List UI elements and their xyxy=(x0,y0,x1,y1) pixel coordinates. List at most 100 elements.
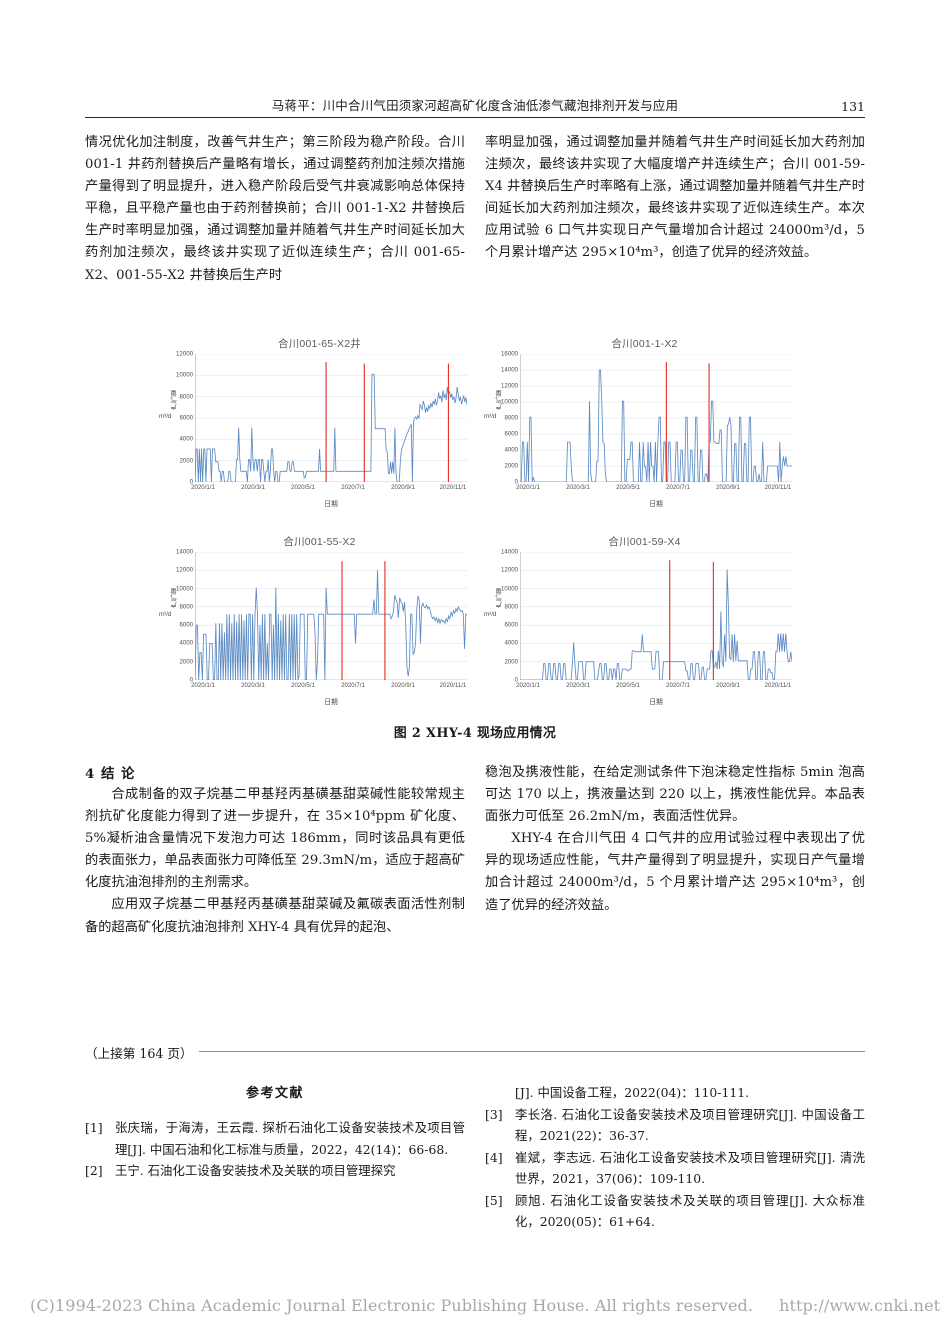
y-tick-label: 0 xyxy=(514,478,518,486)
x-tick-label: 2020/1/1 xyxy=(191,682,215,689)
chart-3: 合川001-55-X2 产气量 m³/d 0 2000 4000 6000 8000 10000… xyxy=(157,528,482,724)
y-axis-label: 产气量 m³/d xyxy=(159,390,178,421)
running-head: 马蒋平：川中合川气田须家河超高矿化度含油低渗气藏泡排剂开发与应用 131 xyxy=(85,88,865,114)
reference-number: [2] xyxy=(85,1163,103,1178)
body-top-columns: 情况优化加注制度，改善气井生产；第三阶段为稳产阶段。合川 001-1 井药剂替换… xyxy=(85,132,865,287)
y-axis-label: 产气量 m³/d xyxy=(484,390,503,421)
reference-item: [2] 王宁. 石油化工设备安装技术及关联的项目管理探究 xyxy=(85,1160,465,1182)
x-tick-label: 2020/1/1 xyxy=(191,484,215,491)
chart-title: 合川001-65-X2井 xyxy=(278,338,361,350)
running-head-title: 马蒋平：川中合川气田须家河超高矿化度含油低渗气藏泡排剂开发与应用 xyxy=(271,98,679,113)
copyright-text: (C)1994-2023 China Academic Journal Elec… xyxy=(30,1296,754,1315)
plot-area xyxy=(520,354,792,482)
x-tick-label: 2020/5/1 xyxy=(616,682,640,689)
x-tick-label: 2020/11/1 xyxy=(439,682,467,689)
figure-2: 合川001-65-X2井产气量 m³/d 0 2000 4000 6000 8000 1000… xyxy=(85,330,865,750)
paragraph-top-right: 率明显加强，通过调整加量并随着气井生产时间延长加大药剂加注频次，最终该井实现了大… xyxy=(485,135,865,261)
y-axis-label: 产气量 m³/d xyxy=(484,588,503,619)
x-tick-label: 2020/3/1 xyxy=(241,682,265,689)
y-axis-ticks: 0 2000 4000 6000 8000 10000 12000 xyxy=(157,350,193,486)
x-axis-label: 日期 xyxy=(324,699,338,706)
y-tick-label: 0 xyxy=(189,676,193,684)
reference-number: [4] xyxy=(485,1149,503,1165)
reference-number: [5] xyxy=(485,1192,503,1208)
paragraph-top-left: 情况优化加注制度，改善气井生产；第三阶段为稳产阶段。合川 001-1 井药剂替换… xyxy=(85,135,465,283)
x-tick-label: 2020/5/1 xyxy=(291,484,315,491)
x-tick-label: 2020/1/1 xyxy=(516,682,540,689)
paragraph-conclusion-right-2: XHY-4 在合川气田 4 口气井的应用试验过程中表现出了优异的现场适应性能，气… xyxy=(485,831,865,913)
body-lower-right-column: 稳泡及携液性能，在给定测试条件下泡沫稳定性指标 5min 泡高可达 170 以上… xyxy=(485,762,865,939)
x-tick-label: 2020/11/1 xyxy=(439,484,467,491)
continued-from-note: （上接第 164 页） xyxy=(85,1043,865,1062)
y-tick-label: 2000 xyxy=(504,658,518,666)
section-heading-conclusion: 4 结 论 xyxy=(85,766,136,782)
x-axis-label: 日期 xyxy=(649,699,663,706)
x-tick-label: 2020/3/1 xyxy=(566,484,590,491)
y-tick-label: 6000 xyxy=(179,621,193,629)
chart-title: 合川001-1-X2 xyxy=(611,338,678,350)
chart-4: 合川001-59-X4 产气量 m³/d 0 2000 4000 6000 8000 10000… xyxy=(482,528,807,724)
x-tick-label: 2020/7/1 xyxy=(341,484,365,491)
data-series-line xyxy=(520,369,792,482)
reference-text: 顾旭. 石油化工设备安装技术及关联的项目管理[J]. 大众标准化，2020(05… xyxy=(515,1192,865,1230)
y-axis-ticks: 0 2000 4000 6000 8000 10000 12000 14000 xyxy=(157,548,193,684)
plot-area xyxy=(195,354,467,482)
x-tick-label: 2020/9/1 xyxy=(716,484,740,491)
x-tick-label: 2020/3/1 xyxy=(241,484,265,491)
y-tick-label: 14000 xyxy=(176,548,193,556)
reference-continuation: [J]. 中国设备工程，2022(04)：110-111. xyxy=(515,1085,750,1100)
paragraph-conclusion-left-2: 应用双子烷基二甲基羟丙基磺基甜菜碱及氟碳表面活性剂制备的超高矿化度抗油泡排剂 X… xyxy=(85,897,465,935)
body-top-left-column: 情况优化加注制度，改善气井生产；第三阶段为稳产阶段。合川 001-1 井药剂替换… xyxy=(85,132,465,287)
x-tick-label: 2020/9/1 xyxy=(391,682,415,689)
reference-number: [1] xyxy=(85,1120,103,1135)
reference-text: 崔斌，李志远. 石油化工设备安装技术及项目管理研究[J]. 清洗世界，2021，… xyxy=(515,1149,865,1187)
references-right-list: [3] 李长洛. 石油化工设备安装技术及项目管理研究[J]. 中国设备工程，202… xyxy=(485,1104,865,1233)
reference-item: [4] 崔斌，李志远. 石油化工设备安装技术及项目管理研究[J]. 清洗世界，20… xyxy=(485,1147,865,1190)
reference-text: 王宁. 石油化工设备安装技术及关联的项目管理探究 xyxy=(115,1163,396,1178)
charts-grid: 合川001-65-X2井产气量 m³/d 0 2000 4000 6000 8000 1000… xyxy=(85,330,865,724)
y-tick-label: 8000 xyxy=(179,603,193,611)
y-tick-label: 8000 xyxy=(504,414,518,422)
paragraph-conclusion-right-1: 稳泡及携液性能，在给定测试条件下泡沫稳定性指标 5min 泡高可达 170 以上… xyxy=(485,765,865,825)
y-tick-label: 4000 xyxy=(504,639,518,647)
y-tick-label: 6000 xyxy=(504,430,518,438)
continued-from-rule xyxy=(198,1051,865,1052)
x-tick-label: 2020/3/1 xyxy=(566,682,590,689)
continued-from-label: （上接第 164 页） xyxy=(85,1046,193,1061)
references-heading: 参考文献 xyxy=(245,1086,304,1101)
y-axis-ticks: 0 2000 4000 6000 8000 10000 12000 14000 16000 xyxy=(482,350,518,486)
references-right-column: [J]. 中国设备工程，2022(04)：110-111. [3] 李长洛. 石油… xyxy=(485,1082,865,1233)
y-axis-ticks: 0 2000 4000 6000 8000 10000 12000 14000 xyxy=(482,549,518,684)
y-tick-label: 14000 xyxy=(501,366,518,374)
figure-caption: 图 2 XHY-4 现场应用情况 xyxy=(393,726,557,741)
x-tick-label: 2020/9/1 xyxy=(716,682,740,689)
cnki-url[interactable]: http://www.cnki.net xyxy=(779,1296,941,1315)
reference-item: [1] 张庆瑞，于海涛，王云霞. 探析石油化工设备安装技术及项目管理[J]. 中国… xyxy=(85,1117,465,1160)
reference-item: [3] 李长洛. 石油化工设备安装技术及项目管理研究[J]. 中国设备工程，202… xyxy=(485,1104,865,1147)
chart-title: 合川001-59-X4 xyxy=(608,536,681,548)
body-lower-columns: 4 结 论 合成制备的双子烷基二甲基羟丙基磺基甜菜碱性能较常规主剂抗矿化度能力得… xyxy=(85,762,865,939)
y-tick-label: 10000 xyxy=(176,371,193,379)
x-tick-label: 2020/7/1 xyxy=(666,682,690,689)
y-tick-label: 0 xyxy=(189,478,193,486)
y-tick-label: 12000 xyxy=(176,566,193,574)
y-tick-label: 2000 xyxy=(504,462,518,470)
y-tick-label: 4000 xyxy=(504,446,518,454)
x-tick-label: 2020/9/1 xyxy=(391,484,415,491)
y-tick-label: 10000 xyxy=(176,585,193,593)
paragraph-conclusion-left-1: 合成制备的双子烷基二甲基羟丙基磺基甜菜碱性能较常规主剂抗矿化度能力得到了进一步提… xyxy=(85,787,465,891)
y-tick-label: 12000 xyxy=(176,350,193,358)
references-left-list: [1] 张庆瑞，于海涛，王云霞. 探析石油化工设备安装技术及项目管理[J]. 中国… xyxy=(85,1117,465,1182)
x-tick-label: 2020/5/1 xyxy=(616,484,640,491)
reference-number: [3] xyxy=(485,1106,503,1122)
data-series-line xyxy=(520,569,792,680)
x-tick-label: 2020/1/1 xyxy=(516,484,540,491)
y-tick-label: 16000 xyxy=(501,350,518,358)
y-tick-label: 6000 xyxy=(179,414,193,422)
x-axis-ticks: 2020/1/1 2020/3/1 2020/5/1 2020/7/1 2020/9/1… xyxy=(516,682,792,694)
y-tick-label: 12000 xyxy=(501,382,518,390)
chart-title: 合川001-55-X2 xyxy=(283,536,356,548)
y-tick-label: 10000 xyxy=(501,398,518,406)
y-tick-label: 4000 xyxy=(179,639,193,647)
